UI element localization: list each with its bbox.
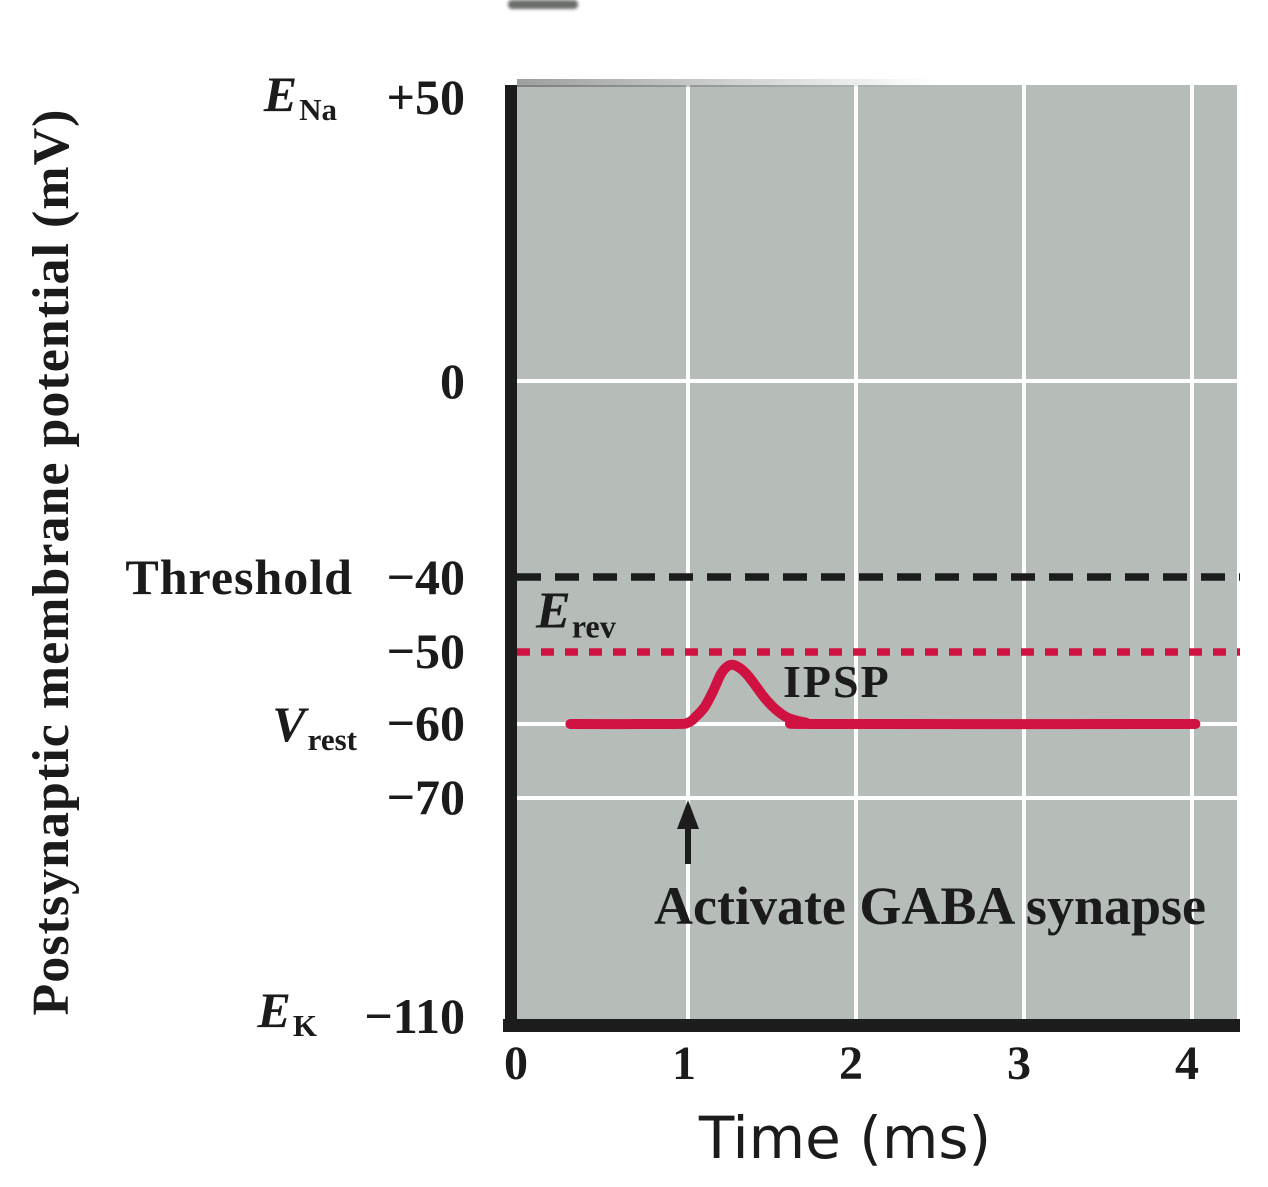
label-threshold: Threshold xyxy=(125,549,353,605)
ena-subscript: Na xyxy=(299,92,337,128)
scan-artifact xyxy=(508,0,578,9)
x-axis-line xyxy=(503,1019,1240,1032)
xtick-1: 1 xyxy=(672,1037,696,1090)
plot-top-edge xyxy=(517,79,937,87)
y-axis-line xyxy=(505,85,517,1032)
label-ena: ENa xyxy=(264,69,337,125)
plot-background xyxy=(517,85,1237,1019)
erev-symbol: E xyxy=(536,582,571,640)
erev-annotation: Erev xyxy=(536,582,616,645)
ipsp-annotation: IPSP xyxy=(783,656,891,707)
vrest-subscript: rest xyxy=(307,722,357,758)
xtick-2: 2 xyxy=(839,1037,863,1090)
y-axis-title: Postsynaptic membrane potential (mV) xyxy=(23,108,80,1016)
ek-symbol: E xyxy=(257,981,292,1038)
label-vrest: Vrest xyxy=(272,699,357,755)
xtick-3: 3 xyxy=(1007,1037,1031,1090)
activate-arrow xyxy=(677,800,699,864)
xtick-4: 4 xyxy=(1175,1037,1199,1090)
ena-symbol: E xyxy=(263,65,299,122)
ytick-m70: −70 xyxy=(386,769,466,825)
arrow-head-icon xyxy=(677,800,699,829)
xtick-0: 0 xyxy=(504,1037,528,1090)
ek-subscript: K xyxy=(292,1008,317,1044)
ipsp-trace xyxy=(565,659,1201,730)
erev-subscript: rev xyxy=(571,608,616,645)
ytick-m40: −40 xyxy=(386,549,466,605)
vrest-symbol: V xyxy=(272,695,307,752)
ytick-m110: −110 xyxy=(364,988,465,1044)
activate-gaba-annotation: Activate GABA synapse xyxy=(654,876,1206,936)
label-ek: EK xyxy=(258,985,317,1041)
x-axis-title: Time (ms) xyxy=(698,1104,992,1172)
ytick-0: 0 xyxy=(440,353,465,409)
ytick-m50: −50 xyxy=(386,623,466,679)
ytick-plus50: +50 xyxy=(386,69,466,125)
ytick-m60: −60 xyxy=(386,695,466,751)
